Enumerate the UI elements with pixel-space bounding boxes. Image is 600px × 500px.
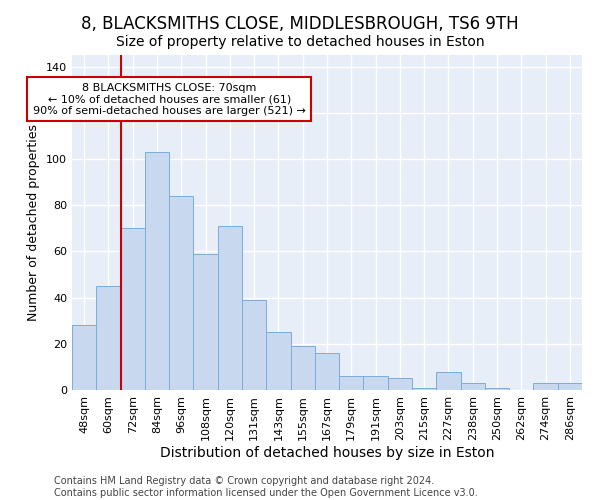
Bar bbox=[412, 388, 436, 390]
X-axis label: Distribution of detached houses by size in Eston: Distribution of detached houses by size … bbox=[160, 446, 494, 460]
Bar bbox=[72, 326, 96, 390]
Bar bbox=[339, 376, 364, 390]
Text: 8 BLACKSMITHS CLOSE: 70sqm
← 10% of detached houses are smaller (61)
90% of semi: 8 BLACKSMITHS CLOSE: 70sqm ← 10% of deta… bbox=[33, 82, 305, 116]
Bar bbox=[242, 300, 266, 390]
Text: Contains HM Land Registry data © Crown copyright and database right 2024.
Contai: Contains HM Land Registry data © Crown c… bbox=[54, 476, 478, 498]
Bar bbox=[533, 383, 558, 390]
Bar bbox=[315, 353, 339, 390]
Y-axis label: Number of detached properties: Number of detached properties bbox=[28, 124, 40, 321]
Bar bbox=[218, 226, 242, 390]
Text: Size of property relative to detached houses in Eston: Size of property relative to detached ho… bbox=[116, 35, 484, 49]
Bar bbox=[169, 196, 193, 390]
Bar bbox=[145, 152, 169, 390]
Bar bbox=[461, 383, 485, 390]
Bar bbox=[121, 228, 145, 390]
Bar bbox=[558, 383, 582, 390]
Bar bbox=[364, 376, 388, 390]
Bar bbox=[388, 378, 412, 390]
Bar bbox=[290, 346, 315, 390]
Bar bbox=[96, 286, 121, 390]
Bar bbox=[436, 372, 461, 390]
Bar bbox=[193, 254, 218, 390]
Bar bbox=[485, 388, 509, 390]
Text: 8, BLACKSMITHS CLOSE, MIDDLESBROUGH, TS6 9TH: 8, BLACKSMITHS CLOSE, MIDDLESBROUGH, TS6… bbox=[81, 15, 519, 33]
Bar bbox=[266, 332, 290, 390]
